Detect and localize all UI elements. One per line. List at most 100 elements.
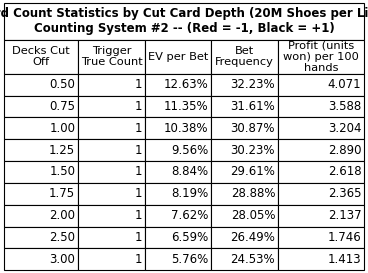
Text: 2.00: 2.00 [49,209,75,222]
Text: 10.38%: 10.38% [164,122,209,135]
Bar [145,161,212,183]
Text: 1.413: 1.413 [328,253,361,266]
Text: 4.071: 4.071 [328,78,361,91]
Bar [278,74,364,96]
Bar [4,227,78,248]
Text: 1: 1 [134,231,142,244]
Bar [4,205,78,227]
Bar [145,117,212,139]
Text: 5.76%: 5.76% [171,253,209,266]
Bar [212,74,278,96]
Text: 8.19%: 8.19% [171,187,209,200]
Bar [145,248,212,270]
Text: 0.75: 0.75 [49,100,75,113]
Text: Trigger
True Count: Trigger True Count [81,46,142,67]
Bar [212,183,278,205]
Text: Bet
Frequency: Bet Frequency [215,46,274,67]
Text: 29.61%: 29.61% [230,165,275,179]
Text: 2.890: 2.890 [328,144,361,157]
Text: 2.137: 2.137 [328,209,361,222]
Bar [145,40,212,74]
Text: 30.23%: 30.23% [231,144,275,157]
Bar [145,227,212,248]
Bar [4,3,364,40]
Bar [278,139,364,161]
Bar [278,96,364,117]
Text: 28.88%: 28.88% [231,187,275,200]
Bar [212,248,278,270]
Text: 1.50: 1.50 [49,165,75,179]
Bar [212,161,278,183]
Text: 32.23%: 32.23% [230,78,275,91]
Bar [4,161,78,183]
Bar [78,139,145,161]
Text: EV per Bet: EV per Bet [148,52,208,62]
Text: 1: 1 [134,187,142,200]
Text: 2.365: 2.365 [328,187,361,200]
Bar [212,117,278,139]
Bar [278,227,364,248]
Bar [145,74,212,96]
Text: 28.05%: 28.05% [231,209,275,222]
Text: Profit (units
won) per 100
hands: Profit (units won) per 100 hands [283,40,359,73]
Bar [212,40,278,74]
Bar [212,139,278,161]
Text: 2.50: 2.50 [49,231,75,244]
Text: Card Count Statistics by Cut Card Depth (20M Shoes per Line)
Counting System #2 : Card Count Statistics by Cut Card Depth … [0,7,368,35]
Bar [4,40,78,74]
Text: 1: 1 [134,209,142,222]
Text: 7.62%: 7.62% [171,209,209,222]
Bar [4,96,78,117]
Bar [78,161,145,183]
Text: Decks Cut
Off: Decks Cut Off [12,46,70,67]
Bar [278,183,364,205]
Text: 26.49%: 26.49% [230,231,275,244]
Bar [145,139,212,161]
Bar [4,248,78,270]
Text: 9.56%: 9.56% [171,144,209,157]
Text: 8.84%: 8.84% [171,165,209,179]
Bar [78,227,145,248]
Bar [278,205,364,227]
Bar [212,227,278,248]
Bar [212,205,278,227]
Text: 30.87%: 30.87% [231,122,275,135]
Bar [78,183,145,205]
Bar [4,183,78,205]
Bar [78,96,145,117]
Text: 1: 1 [134,144,142,157]
Text: 0.50: 0.50 [49,78,75,91]
Bar [4,117,78,139]
Bar [78,74,145,96]
Bar [78,40,145,74]
Bar [78,117,145,139]
Text: 12.63%: 12.63% [164,78,209,91]
Text: 3.204: 3.204 [328,122,361,135]
Text: 1.75: 1.75 [49,187,75,200]
Text: 3.00: 3.00 [49,253,75,266]
Bar [78,248,145,270]
Text: 1: 1 [134,253,142,266]
Bar [4,139,78,161]
Bar [145,96,212,117]
Text: 1: 1 [134,78,142,91]
Text: 1: 1 [134,165,142,179]
Text: 1.00: 1.00 [49,122,75,135]
Text: 2.618: 2.618 [328,165,361,179]
Text: 1: 1 [134,100,142,113]
Text: 31.61%: 31.61% [230,100,275,113]
Bar [278,117,364,139]
Text: 24.53%: 24.53% [230,253,275,266]
Text: 1: 1 [134,122,142,135]
Bar [145,205,212,227]
Text: 3.588: 3.588 [328,100,361,113]
Text: 1.25: 1.25 [49,144,75,157]
Bar [4,74,78,96]
Bar [212,96,278,117]
Bar [145,183,212,205]
Bar [78,205,145,227]
Text: 11.35%: 11.35% [164,100,209,113]
Bar [278,40,364,74]
Text: 1.746: 1.746 [328,231,361,244]
Bar [278,248,364,270]
